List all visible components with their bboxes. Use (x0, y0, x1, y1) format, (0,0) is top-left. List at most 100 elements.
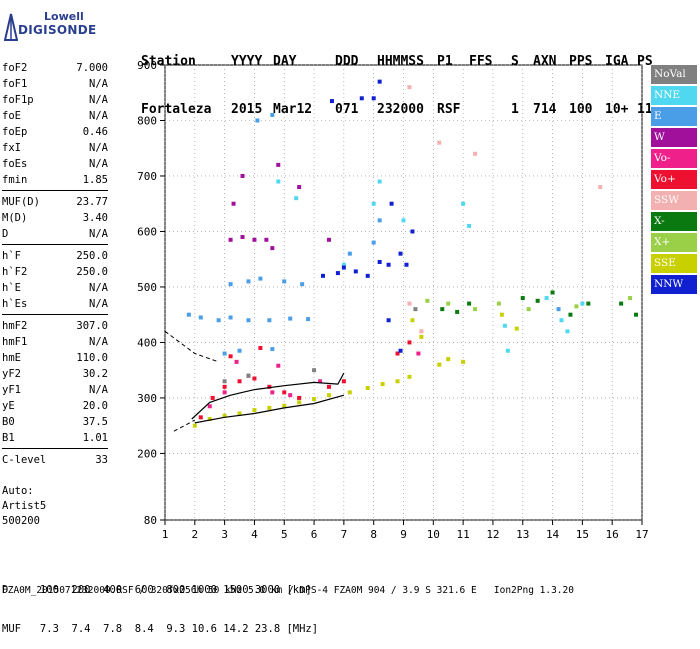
x-tick-label: 9 (400, 528, 407, 541)
data-point-sse (237, 411, 242, 416)
data-point-sse (419, 334, 424, 339)
data-point-vo- (267, 384, 272, 389)
param-separator (2, 448, 108, 449)
data-point-noval (246, 373, 251, 378)
param-key: B1 (2, 432, 15, 444)
data-point-vo- (297, 395, 302, 400)
data-point-sse (326, 393, 331, 398)
data-point-nne (377, 179, 382, 184)
data-point-sse (312, 397, 317, 402)
param-row: hmE 110.0 (2, 350, 108, 366)
data-point-w (252, 237, 257, 242)
y-tick-label: 800 (137, 114, 157, 127)
param-row: yF1 N/A (2, 382, 108, 398)
o-trace-line (191, 372, 345, 420)
data-point-vo- (252, 376, 257, 381)
param-value: N/A (89, 298, 108, 310)
data-point-x- (550, 290, 555, 295)
data-point-w (240, 235, 245, 240)
data-point-e (267, 318, 272, 323)
logo-digisonde-text: DIGISONDE (18, 23, 97, 37)
data-point-nne (559, 318, 564, 323)
data-point-nne (294, 196, 299, 201)
param-value: 307.0 (76, 320, 108, 332)
data-point-ssw (419, 329, 424, 334)
param-value: 33 (95, 454, 108, 466)
legend-item-vo-: Vo+ (651, 170, 697, 189)
param-row: h`F2 250.0 (2, 264, 108, 280)
param-value: N/A (89, 142, 108, 154)
data-point-nnw (398, 251, 403, 256)
legend-item-w: W (651, 128, 697, 147)
data-point-nne (276, 179, 281, 184)
data-point-x- (634, 312, 639, 317)
param-value: N/A (89, 384, 108, 396)
x-trace-line (194, 394, 345, 424)
y-tick-label: 400 (137, 336, 157, 349)
data-point-nnw (377, 259, 382, 264)
param-key: fxI (2, 142, 21, 154)
data-point-vo- (210, 395, 215, 400)
param-row: hmF1 N/A (2, 334, 108, 350)
header-value-10: 10+ (605, 102, 629, 117)
data-point-sse (207, 417, 212, 422)
x-tick-label: 1 (162, 528, 169, 541)
data-point-e (270, 347, 275, 352)
auto-scaling-info: Auto: Artist5 500200 (2, 484, 46, 529)
param-separator (2, 314, 108, 315)
data-point-nnw (404, 262, 409, 267)
data-point-w (264, 237, 269, 242)
data-point-w (231, 201, 236, 206)
data-point-vo- (288, 393, 293, 398)
param-row: B1 1.01 (2, 430, 108, 446)
data-point-e (258, 276, 263, 281)
param-row: h`Es N/A (2, 296, 108, 312)
antenna-icon (4, 13, 18, 41)
data-point-nne (341, 262, 346, 267)
param-row: h`E N/A (2, 280, 108, 296)
legend-item-nne: NNE (651, 86, 697, 105)
data-point-e (282, 279, 287, 284)
data-point-nne (580, 301, 585, 306)
data-point-nne (371, 201, 376, 206)
y-tick-label: 600 (137, 225, 157, 238)
data-point-e (371, 240, 376, 245)
data-point-vo- (270, 390, 275, 395)
x-tick-label: 4 (251, 528, 258, 541)
header-value-4: 232000 (377, 102, 424, 117)
param-row: B0 37.5 (2, 414, 108, 430)
data-point-e (300, 282, 305, 287)
header-value-3: 071 (335, 102, 359, 117)
data-point-sse (380, 382, 385, 387)
param-key: foEs (2, 158, 28, 170)
x-tick-label: 15 (576, 528, 589, 541)
header-value-2: Mar12 (273, 102, 313, 117)
data-point-vo- (198, 415, 203, 420)
data-point-sse (446, 357, 451, 362)
data-point-e (270, 112, 275, 117)
param-separator (2, 244, 108, 245)
param-value: N/A (89, 110, 108, 122)
data-point-nnw (386, 262, 391, 267)
param-value: N/A (89, 78, 108, 90)
y-tick-label: 200 (137, 447, 157, 460)
param-key: yE (2, 400, 15, 412)
data-point-w (326, 237, 331, 242)
data-point-x- (574, 304, 579, 309)
param-row: fmin 1.85 (2, 172, 108, 188)
data-point-noval (312, 368, 317, 373)
param-value: 1.01 (82, 432, 108, 444)
param-row: foF1 N/A (2, 76, 108, 92)
y-tick-label: 80 (144, 514, 157, 527)
param-row: foF2 7.000 (2, 60, 108, 76)
data-point-x- (496, 301, 501, 306)
data-point-vo- (416, 351, 421, 356)
x-tick-label: 12 (486, 528, 499, 541)
data-point-x- (440, 307, 445, 312)
data-point-e (186, 312, 191, 317)
data-point-ssw (407, 301, 412, 306)
header-value-7: 1 (511, 102, 519, 117)
data-point-noval (222, 379, 227, 384)
auto-label: Auto: (2, 485, 34, 497)
data-point-nnw (386, 318, 391, 323)
